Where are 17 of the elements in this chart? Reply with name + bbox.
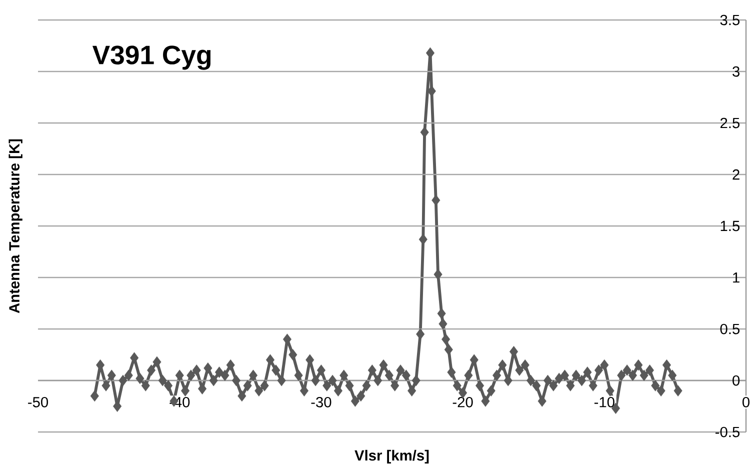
y-tick-label: 3.5 (720, 14, 740, 26)
x-tick-label: -50 (28, 396, 48, 408)
y-tick-label: -0.5 (716, 426, 740, 438)
y-tick-label: 2.5 (720, 118, 740, 128)
text: V391 Cyg (92, 46, 211, 70)
x-tick-label: -20 (452, 396, 473, 408)
x-axis-title: Vlsr [km/s] (354, 450, 429, 464)
y-tick-label: 3 (732, 66, 740, 77)
y-tick-label: 2 (732, 169, 740, 180)
y-tick-label: 1 (733, 272, 740, 283)
x-tick-label: 0 (742, 396, 750, 408)
y-tick-label: 1.5 (720, 220, 740, 232)
x-tick-label: -30 (311, 396, 332, 408)
y-axis-title: Antenna Temperature [K] (8, 139, 22, 314)
y-tick-label: 0 (732, 375, 740, 386)
y-tick-label: 0.5 (720, 324, 740, 334)
x-tick-label: -10 (594, 396, 614, 408)
